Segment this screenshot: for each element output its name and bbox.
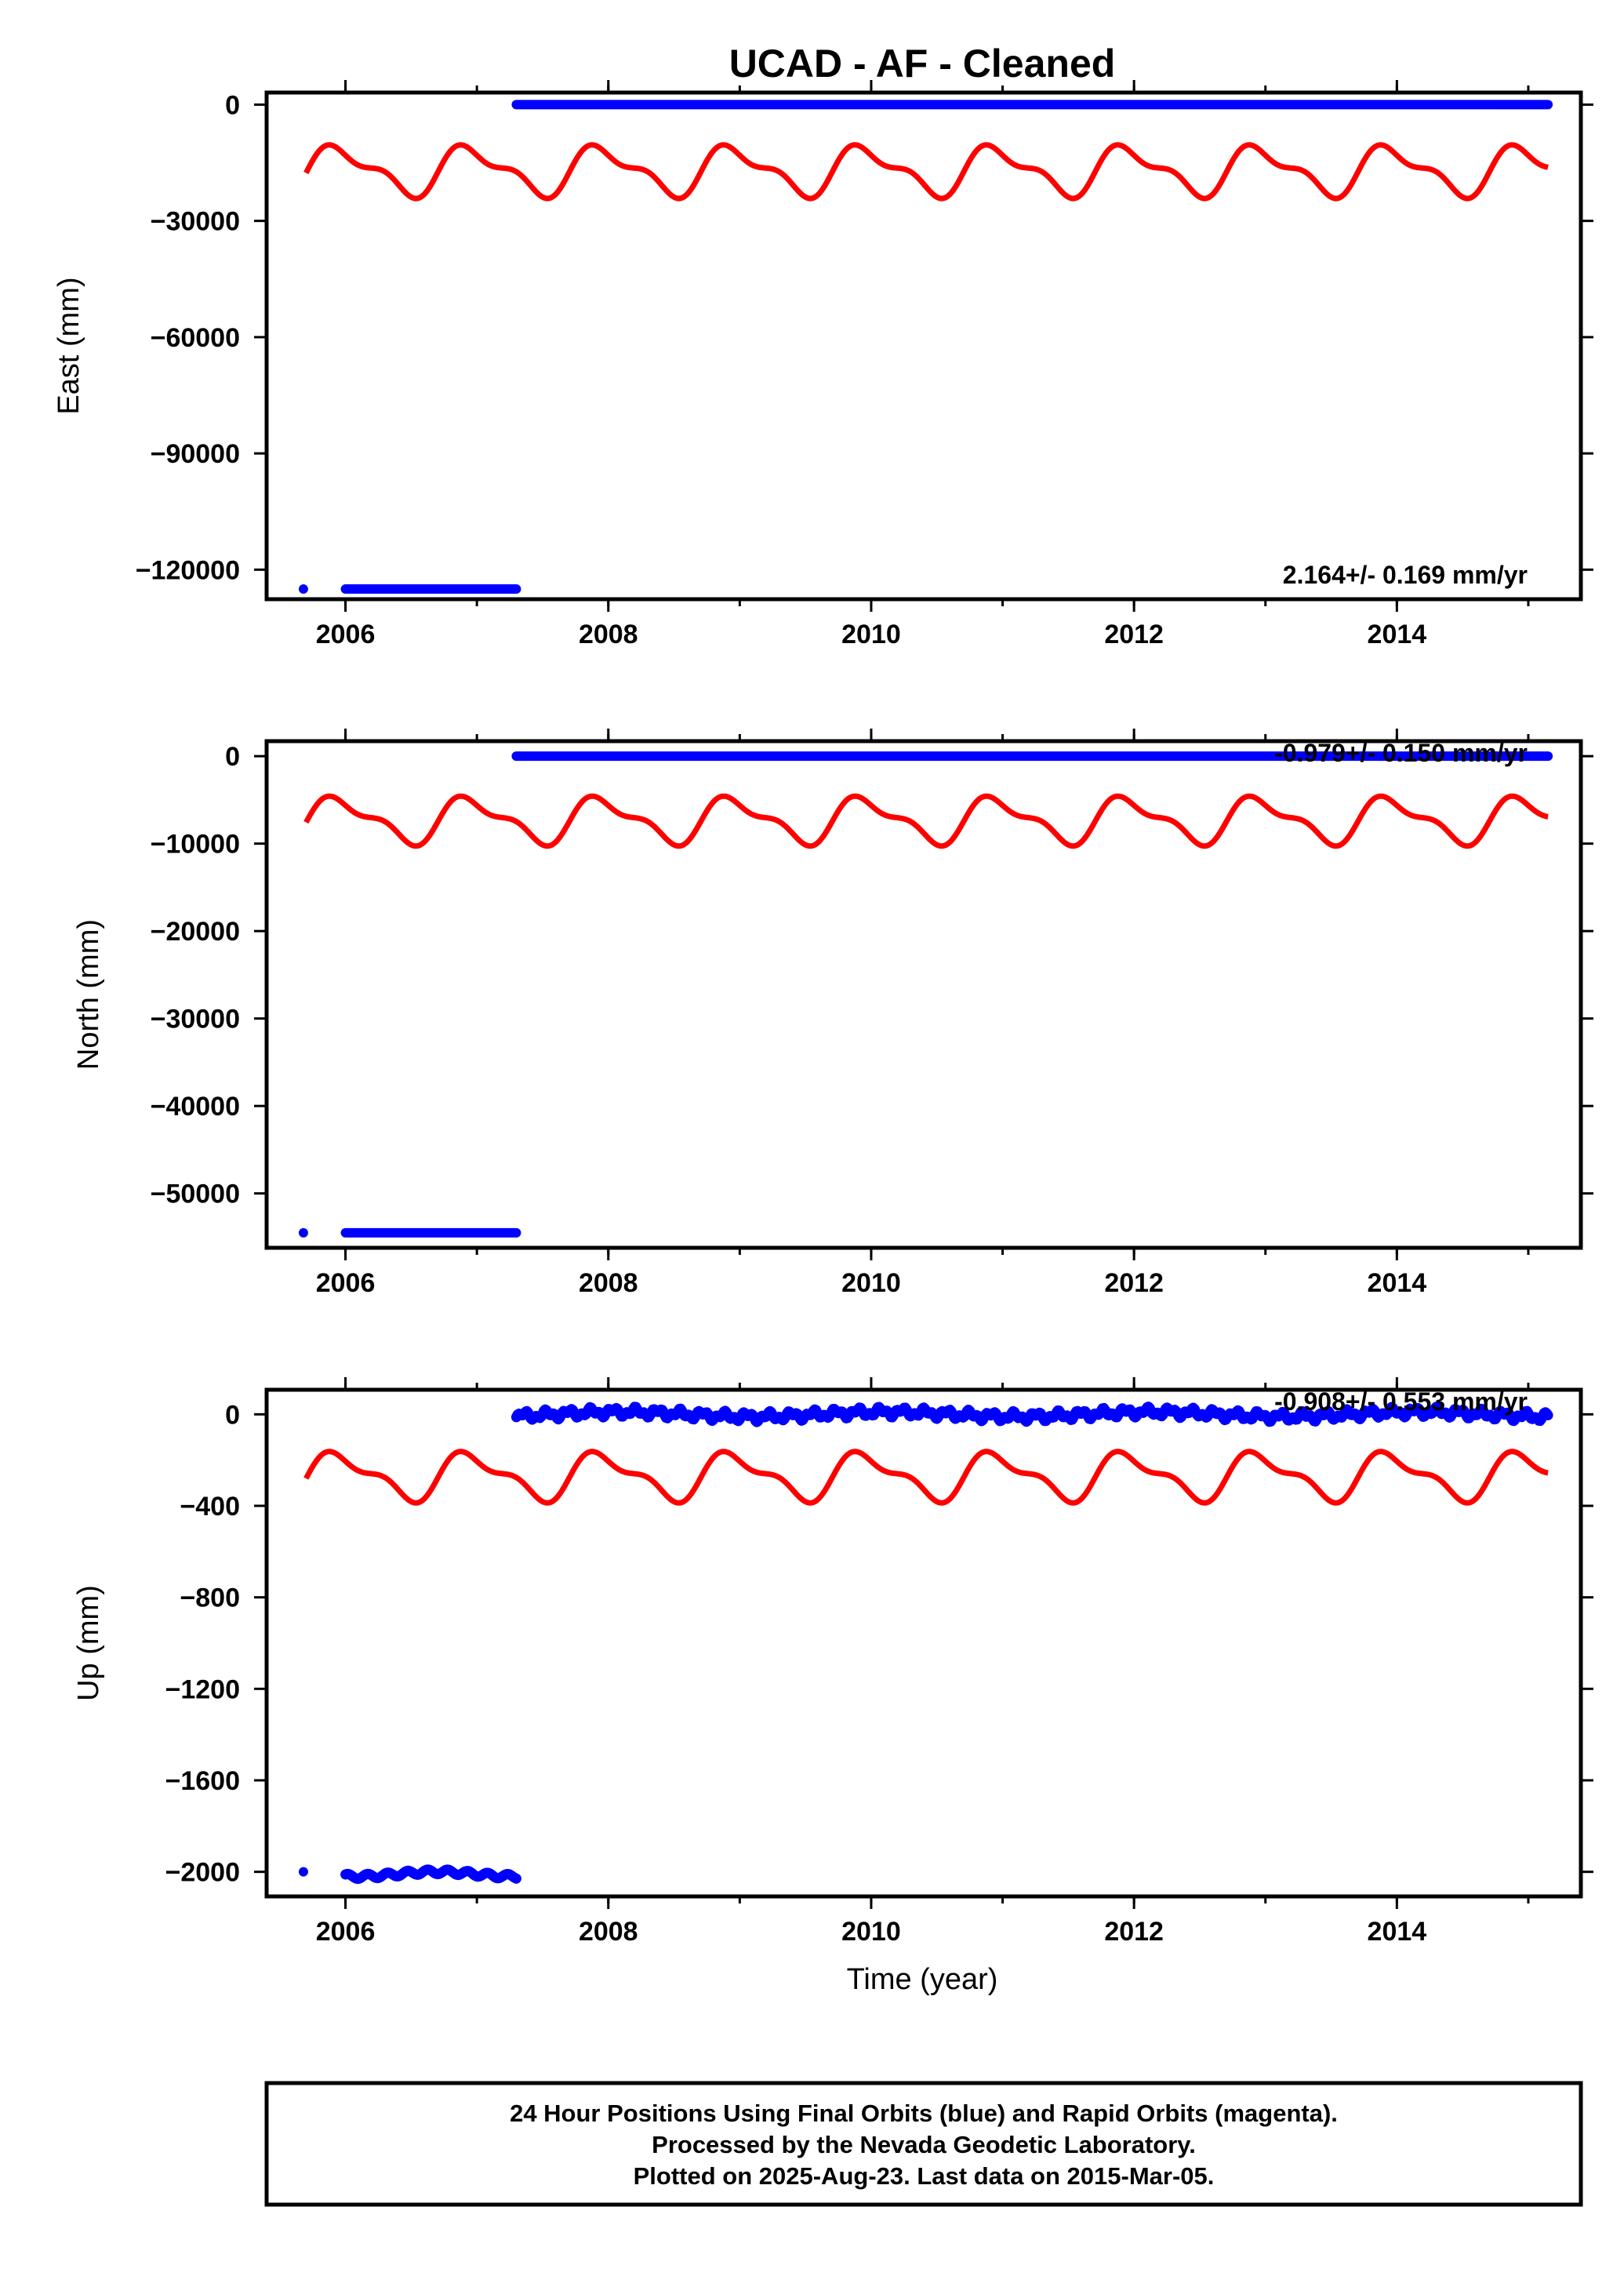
x-axis-label: Time (year): [847, 1963, 998, 1996]
east-panel: 2006 2008 2010 2012 2014 0 −30000 −60000 −90000 −…: [53, 80, 1593, 649]
east-x-tick-label: 2014: [1368, 620, 1427, 649]
north-y-tick-label: −20000: [151, 917, 240, 947]
east-y-tick-label: −90000: [151, 439, 240, 469]
north-y-tick-label: −50000: [151, 1180, 240, 1209]
footer-line-1: 24 Hour Positions Using Final Orbits (bl…: [510, 2100, 1338, 2127]
east-x-tick-label: 2010: [841, 620, 901, 649]
up-y-tick-label: −1600: [165, 1766, 241, 1796]
up-y-tick-label: −2000: [165, 1858, 241, 1888]
up-y-tick-label: 0: [225, 1400, 240, 1430]
east-y-tick-label: 0: [225, 90, 240, 120]
east-plot-frame: [264, 90, 1583, 602]
up-x-tick-label: 2006: [316, 1917, 376, 1947]
north-y-axis-label: North (mm): [72, 919, 105, 1070]
north-x-tick-label: 2012: [1104, 1268, 1164, 1298]
east-y-tick-label: −30000: [151, 207, 240, 237]
east-x-tick-label: 2006: [316, 620, 376, 649]
east-outlier-point: [298, 584, 308, 594]
up-panel: 2006 2008 2010 2012 2014 0 −400 −800 −1200 −1600 −…: [72, 1377, 1593, 1947]
east-x-tick-label: 2008: [579, 620, 638, 649]
east-y-tick-label: −60000: [151, 323, 240, 353]
east-data: [298, 100, 1553, 594]
east-y-tick-label: −120000: [136, 555, 240, 585]
footer-line-2: Processed by the Nevada Geodetic Laborat…: [652, 2131, 1196, 2158]
north-data: [298, 751, 1553, 1238]
north-y-tick-label: −10000: [151, 830, 240, 860]
up-rate-annotation: -0.908+/- 0.553 mm/yr: [1274, 1387, 1528, 1416]
north-x-tick-label: 2010: [841, 1268, 901, 1298]
up-y-tick-label: −1200: [165, 1674, 241, 1704]
north-y-tick-label: 0: [225, 742, 240, 772]
up-outlier-point: [298, 1867, 308, 1877]
up-x-tick-label: 2014: [1368, 1917, 1427, 1947]
north-y-tick-label: −40000: [151, 1092, 240, 1122]
north-outlier-point: [298, 1227, 308, 1238]
up-data: [298, 1402, 1553, 1885]
up-x-tick-label: 2008: [579, 1917, 638, 1947]
up-y-tick-label: −400: [180, 1492, 240, 1522]
north-rate-annotation: -0.979+/- 0.150 mm/yr: [1274, 739, 1528, 767]
footer-box: 24 Hour Positions Using Final Orbits (bl…: [264, 2081, 1583, 2207]
east-rate-annotation: 2.164+/- 0.169 mm/yr: [1283, 561, 1528, 589]
footer-border: [264, 2081, 1583, 2207]
up-observations-1: [340, 1864, 521, 1885]
footer-line-3: Plotted on 2025-Aug-23. Last data on 201…: [634, 2162, 1215, 2190]
up-plot-frame: [264, 1387, 1583, 1899]
up-observations-2: [510, 1402, 1553, 1427]
up-x-tick-label: 2010: [841, 1917, 901, 1947]
north-x-tick-label: 2008: [579, 1268, 638, 1298]
north-plot-frame: [264, 739, 1583, 1250]
north-x-tick-label: 2014: [1368, 1268, 1427, 1298]
east-y-axis-label: East (mm): [53, 277, 85, 414]
up-y-axis-label: Up (mm): [72, 1585, 105, 1701]
north-x-tick-label: 2006: [316, 1268, 376, 1298]
up-x-tick-label: 2012: [1104, 1917, 1164, 1947]
east-x-tick-label: 2012: [1104, 620, 1164, 649]
up-seasonal-model-line: [303, 1449, 1550, 1506]
chart-title: UCAD - AF - Cleaned: [729, 42, 1116, 85]
up-y-tick-label: −800: [180, 1583, 240, 1613]
east-seasonal-model-line: [303, 142, 1550, 202]
north-panel: 2006 2008 2010 2012 2014 0 −10000 −20000 −30000 −…: [72, 729, 1593, 1298]
north-y-tick-label: −30000: [151, 1005, 240, 1034]
north-seasonal-model-line: [303, 793, 1550, 849]
